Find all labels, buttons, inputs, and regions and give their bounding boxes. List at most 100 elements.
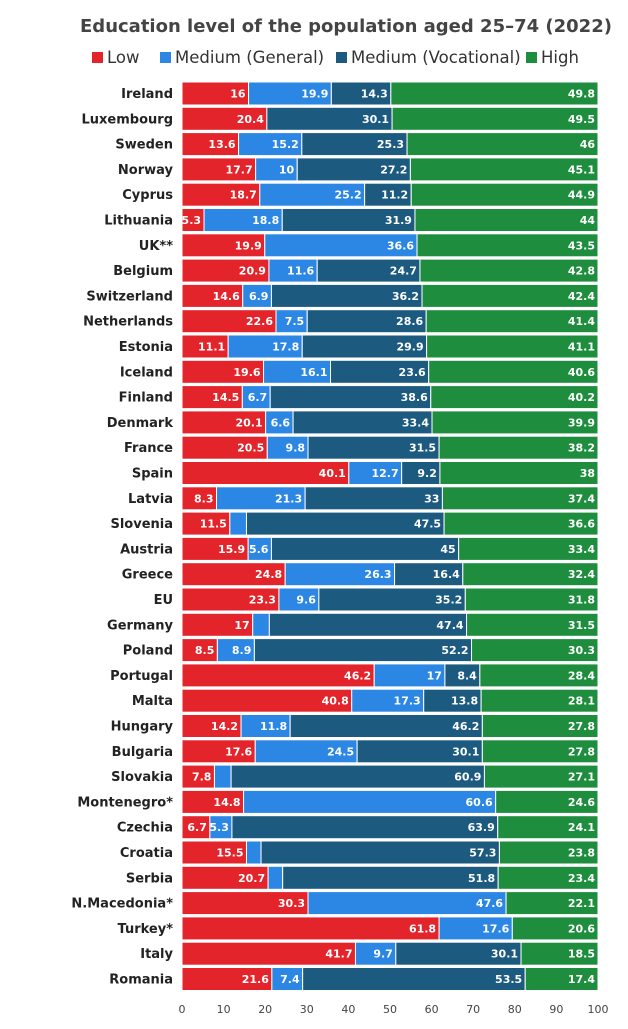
data-label: 21.3 xyxy=(275,492,302,505)
data-label: 17 xyxy=(427,669,442,682)
data-label: 19.6 xyxy=(233,366,260,379)
data-label: 25.3 xyxy=(377,138,404,151)
data-label: 40.6 xyxy=(568,366,595,379)
data-label: 16.4 xyxy=(433,568,460,581)
bar-segment xyxy=(458,536,599,561)
bar-segment xyxy=(431,410,599,435)
data-label: 9.6 xyxy=(296,594,316,607)
category-label: Poland xyxy=(123,644,173,659)
bar-segment xyxy=(304,486,443,511)
x-tick-label: 20 xyxy=(258,1003,272,1016)
bar-segment xyxy=(243,789,497,814)
data-label: 47.5 xyxy=(414,518,441,531)
data-label: 14.5 xyxy=(212,391,239,404)
category-label: Latvia xyxy=(128,492,173,507)
data-label: 46 xyxy=(580,138,596,151)
category-label: Slovenia xyxy=(110,517,173,532)
category-label: Portugal xyxy=(110,669,173,684)
legend-label: Low xyxy=(107,48,140,67)
category-label: Denmark xyxy=(107,416,174,431)
data-label: 28.6 xyxy=(396,315,423,328)
bar-segment xyxy=(511,916,599,941)
category-label: Montenegro* xyxy=(77,795,173,810)
bar-segment xyxy=(483,764,599,789)
data-label: 40.1 xyxy=(319,467,346,480)
legend-label: Medium (General) xyxy=(175,48,324,67)
data-label: 29.9 xyxy=(396,341,423,354)
data-label: 31.9 xyxy=(385,214,412,227)
data-label: 23.8 xyxy=(568,847,595,860)
data-label: 15.5 xyxy=(216,847,243,860)
data-label: 14.8 xyxy=(213,796,240,809)
bar-segment xyxy=(441,486,599,511)
data-label: 45.1 xyxy=(568,163,595,176)
data-label: 11.8 xyxy=(260,720,287,733)
data-label: 44 xyxy=(580,214,596,227)
data-label: 41.1 xyxy=(568,341,595,354)
data-label: 60.9 xyxy=(454,771,481,784)
data-label: 36.2 xyxy=(392,290,419,303)
data-label: 36.6 xyxy=(568,518,595,531)
data-label: 18.7 xyxy=(230,189,257,202)
data-label: 20.9 xyxy=(239,265,266,278)
bar-segment xyxy=(428,359,599,384)
data-label: 17.7 xyxy=(225,163,252,176)
legend-swatch xyxy=(160,52,171,63)
category-label: EU xyxy=(154,593,173,608)
data-label: 17.4 xyxy=(568,973,595,986)
bar-segment xyxy=(390,81,599,106)
bar-segment xyxy=(406,132,599,157)
legend-label: Medium (Vocational) xyxy=(351,48,521,67)
data-label: 20.7 xyxy=(238,872,265,885)
data-label: 60.6 xyxy=(466,796,493,809)
x-tick-label: 40 xyxy=(341,1003,355,1016)
bar-segment xyxy=(229,511,247,536)
data-label: 52.2 xyxy=(441,644,468,657)
category-label: Iceland xyxy=(120,365,173,380)
data-label: 30.1 xyxy=(362,113,389,126)
data-label: 20.5 xyxy=(237,442,264,455)
data-label: 46.2 xyxy=(452,720,479,733)
category-label: Malta xyxy=(132,694,173,709)
bar-segment xyxy=(260,840,500,865)
data-label: 31.8 xyxy=(568,594,595,607)
bar-segment xyxy=(497,815,599,840)
bar-segment xyxy=(524,967,599,991)
x-tick-label: 80 xyxy=(508,1003,522,1016)
data-label: 20.6 xyxy=(568,922,595,935)
data-label: 17 xyxy=(234,619,249,632)
data-label: 24.1 xyxy=(568,821,595,834)
bar-segment xyxy=(481,714,599,738)
data-label: 42.8 xyxy=(568,265,595,278)
data-label: 40.8 xyxy=(322,695,349,708)
data-label: 6.9 xyxy=(249,290,269,303)
data-label: 11.6 xyxy=(287,265,314,278)
data-label: 20.4 xyxy=(237,113,264,126)
category-label: Bulgaria xyxy=(112,745,173,760)
data-label: 23.3 xyxy=(249,594,276,607)
category-label: Romania xyxy=(109,973,173,988)
data-label: 15.2 xyxy=(272,138,299,151)
bar-segment xyxy=(438,435,599,460)
data-label: 17.3 xyxy=(394,695,421,708)
data-label: 18.5 xyxy=(568,948,595,961)
data-label: 36.6 xyxy=(387,239,414,252)
bar-segment xyxy=(479,663,599,688)
x-tick-label: 0 xyxy=(179,1003,186,1016)
data-label: 24.8 xyxy=(255,568,282,581)
bar-segment xyxy=(245,840,262,865)
legend-swatch xyxy=(92,52,103,63)
category-label: Netherlands xyxy=(83,315,173,330)
category-label: N.Macedonia* xyxy=(71,897,173,912)
data-label: 38.2 xyxy=(568,442,595,455)
category-labels: Ireland Luxembourg Sweden Norway Cyprus Lithu… xyxy=(71,87,173,988)
data-label: 33.4 xyxy=(402,416,429,429)
data-label: 33 xyxy=(424,492,439,505)
data-label: 6.7 xyxy=(248,391,268,404)
data-label: 39.9 xyxy=(568,416,595,429)
category-label: Belgium xyxy=(113,264,173,279)
data-label: 25.2 xyxy=(334,189,361,202)
data-label: 49.8 xyxy=(568,88,595,101)
